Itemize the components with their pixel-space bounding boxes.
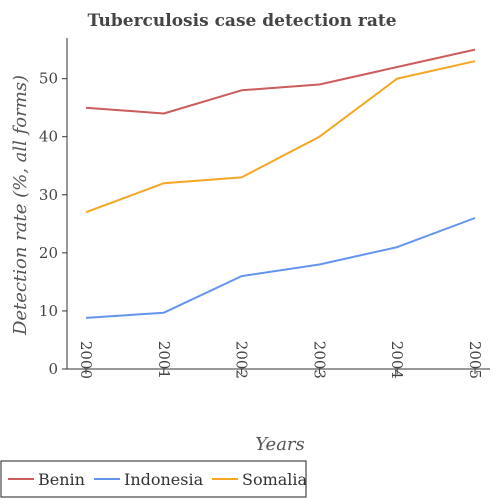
y-tick-label: 20 xyxy=(39,244,58,262)
x-tick-label: 2001 xyxy=(155,341,173,379)
legend-label-benin: Benin xyxy=(38,470,85,489)
series-line-benin xyxy=(85,48,476,115)
legend-label-indonesia: Indonesia xyxy=(124,470,204,489)
x-tick-label: 2002 xyxy=(233,341,251,379)
x-tick-label: 2003 xyxy=(310,341,328,379)
y-tick-label: 40 xyxy=(39,128,58,146)
y-tick-label: 50 xyxy=(39,70,58,88)
x-tick-label: 2000 xyxy=(77,341,95,379)
x-axis-label: Years xyxy=(255,434,305,455)
y-axis-label: Detection rate (%, all forms) xyxy=(10,75,31,336)
chart-title: Tuberculosis case detection rate xyxy=(87,11,396,31)
legend-box xyxy=(0,460,307,498)
y-tick-label: 10 xyxy=(39,302,58,320)
y-tick-label: 30 xyxy=(39,186,58,204)
x-tick-label: 2004 xyxy=(388,341,406,379)
series-line-indonesia xyxy=(85,217,476,319)
legend-label-somalia: Somalia xyxy=(242,470,308,489)
series-line-somalia xyxy=(85,60,476,214)
x-tick-label: 2005 xyxy=(466,341,484,379)
y-tick-label: 0 xyxy=(48,360,58,378)
